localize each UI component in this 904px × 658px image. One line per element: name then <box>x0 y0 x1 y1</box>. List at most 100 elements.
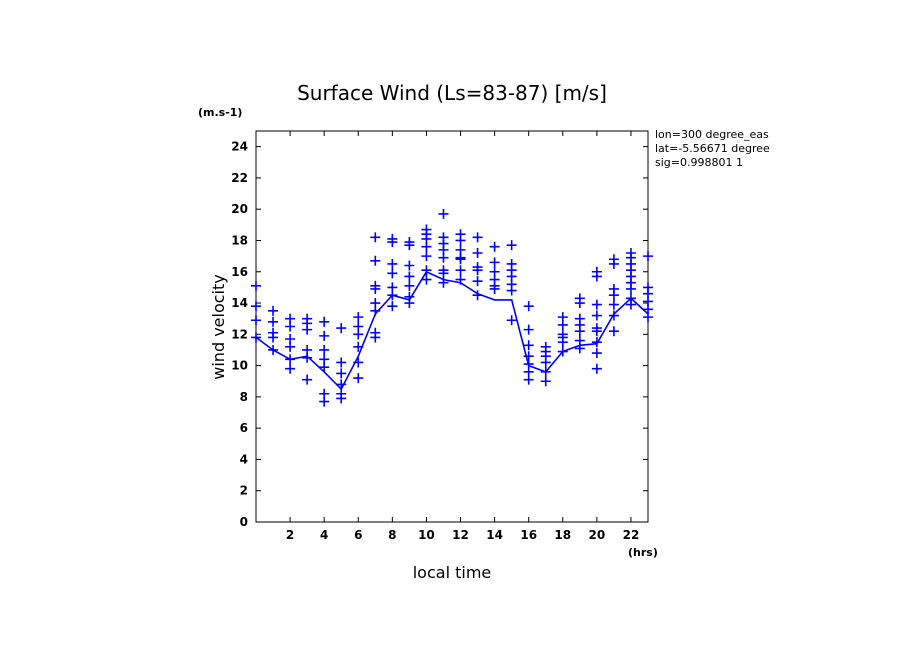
x-tick-label: 14 <box>486 528 503 542</box>
scatter-point <box>319 316 330 327</box>
scatter-point <box>319 388 330 399</box>
scatter-point <box>370 298 381 309</box>
info-line-sig: sig=0.998801 1 <box>655 156 743 169</box>
scatter-point <box>574 293 585 304</box>
scatter-point <box>421 265 432 276</box>
scatter-point <box>387 301 398 312</box>
scatter-point <box>472 262 483 273</box>
scatter-point <box>370 327 381 338</box>
scatter-point <box>455 265 466 276</box>
scatter-point <box>472 290 483 301</box>
scatter-point <box>285 363 296 374</box>
scatter-point <box>353 312 364 323</box>
scatter-point <box>591 310 602 321</box>
scatter-point <box>404 237 415 248</box>
scatter-point <box>608 254 619 265</box>
scatter-point <box>591 266 602 277</box>
scatter-point <box>643 282 653 293</box>
info-line-lat: lat=-5.56671 degree <box>655 142 770 155</box>
scatter-point <box>404 280 415 291</box>
y-tick-label: 12 <box>231 327 248 341</box>
scatter-point <box>608 310 619 321</box>
scatter-point <box>319 330 330 341</box>
scatter-point <box>302 374 313 385</box>
scatter-point <box>625 293 636 304</box>
scatter-point <box>608 326 619 337</box>
data-marks <box>251 208 653 407</box>
scatter-point <box>421 251 432 262</box>
x-tick-label: 12 <box>452 528 469 542</box>
scatter-point <box>540 376 551 387</box>
scatter-point <box>421 224 432 235</box>
scatter-point <box>336 323 347 334</box>
scatter-point <box>455 274 466 285</box>
scatter-point <box>643 251 653 262</box>
scatter-point <box>591 323 602 334</box>
y-axis-title: wind velocity <box>209 274 228 379</box>
scatter-point <box>540 366 551 377</box>
scatter-point <box>591 337 602 348</box>
scatter-point <box>523 324 534 335</box>
scatter-point <box>353 341 364 352</box>
plot-area-frame <box>255 130 649 523</box>
scatter-point <box>574 335 585 346</box>
scatter-point <box>404 260 415 271</box>
scatter-point <box>438 277 449 288</box>
scatter-point <box>370 232 381 243</box>
scatter-point <box>489 257 500 268</box>
scatter-point <box>319 344 330 355</box>
scatter-point <box>268 316 279 327</box>
scatter-point <box>370 255 381 266</box>
scatter-point <box>285 313 296 324</box>
scatter-point <box>370 280 381 291</box>
y-tick-label: 6 <box>240 421 248 435</box>
y-tick-label: 2 <box>240 484 248 498</box>
scatter-point <box>404 291 415 302</box>
scatter-point <box>625 247 636 258</box>
scatter-point <box>472 232 483 243</box>
x-tick-label: 10 <box>418 528 435 542</box>
scatter-point <box>302 313 313 324</box>
scatter-point <box>251 332 261 343</box>
scatter-point <box>353 373 364 384</box>
scatter-point <box>404 271 415 282</box>
scatter-point <box>285 354 296 365</box>
scatter-point <box>608 299 619 310</box>
x-tick-label: 2 <box>286 528 294 542</box>
mean-line <box>255 270 649 391</box>
scatter-point <box>455 229 466 240</box>
scatter-point <box>438 232 449 243</box>
scatter-point <box>268 327 279 338</box>
scatter-point <box>336 357 347 368</box>
scatter-point <box>336 379 347 390</box>
x-tick-label: 4 <box>320 528 328 542</box>
scatter-point <box>387 282 398 293</box>
scatter-point <box>472 247 483 258</box>
y-tick-label: 8 <box>240 390 248 404</box>
scatter-point <box>455 244 466 255</box>
scatter-point <box>523 351 534 362</box>
y-tick-label: 18 <box>231 233 248 247</box>
scatter-point <box>574 313 585 324</box>
scatter-point <box>353 321 364 332</box>
scatter-point <box>489 266 500 277</box>
y-tick-label: 0 <box>240 515 248 529</box>
x-tick-label: 22 <box>623 528 640 542</box>
scatter-point <box>336 388 347 399</box>
scatter-point <box>268 305 279 316</box>
scatter-point <box>489 241 500 252</box>
y-tick-label: 4 <box>240 452 248 466</box>
scatter-point <box>557 346 568 357</box>
x-tick-label: 20 <box>589 528 606 542</box>
x-tick-label: 18 <box>554 528 571 542</box>
y-tick-label: 24 <box>231 140 248 154</box>
scatter-point <box>557 312 568 323</box>
x-unit-label: (hrs) <box>628 546 658 559</box>
scatter-point <box>319 354 330 365</box>
scatter-point <box>591 299 602 310</box>
scatter-point <box>591 348 602 359</box>
scatter-point <box>387 233 398 244</box>
